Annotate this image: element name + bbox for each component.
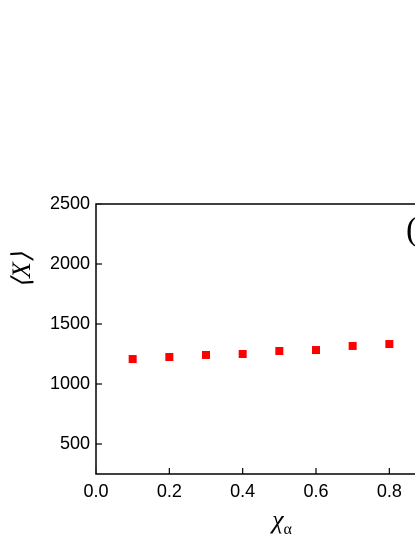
x-label-main: χ — [269, 505, 284, 534]
y-tick-label: 2000 — [50, 253, 90, 273]
y-axis-label: ⟨X⟩ — [7, 252, 36, 288]
x-tick-label: 0.6 — [303, 481, 328, 501]
y-tick-label: 2500 — [50, 193, 90, 213]
y-tick-label: 1000 — [50, 373, 90, 393]
point — [348, 341, 357, 350]
x-tick-label: 0.8 — [377, 481, 402, 501]
x-tick-label: 0.2 — [157, 481, 182, 501]
point — [165, 353, 174, 361]
x-tick-label: 0.4 — [230, 481, 255, 501]
annotation: ( — [406, 211, 415, 248]
point — [385, 340, 394, 349]
x-tick-label: 0.0 — [83, 481, 108, 501]
x-label-sub: α — [284, 521, 293, 537]
point — [312, 346, 320, 355]
point — [275, 347, 284, 355]
point — [202, 350, 210, 359]
y-tick-label: 1500 — [50, 313, 90, 333]
x-axis-label: χα — [269, 505, 292, 537]
axis-frame — [95, 203, 415, 475]
point — [128, 355, 137, 364]
point — [238, 350, 247, 358]
y-tick-label: 500 — [60, 433, 90, 453]
